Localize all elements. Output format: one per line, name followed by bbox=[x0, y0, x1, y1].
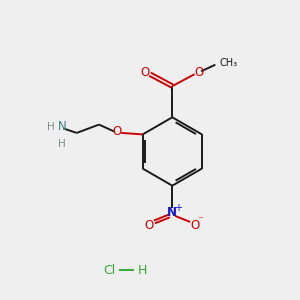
Text: Cl: Cl bbox=[104, 264, 116, 277]
Text: CH₃: CH₃ bbox=[219, 58, 237, 68]
Text: H: H bbox=[47, 122, 54, 132]
Text: O: O bbox=[112, 125, 122, 138]
Text: H: H bbox=[138, 264, 147, 277]
Text: H: H bbox=[58, 140, 66, 149]
Text: O: O bbox=[195, 66, 204, 79]
Text: N: N bbox=[167, 206, 177, 219]
Text: O: O bbox=[190, 219, 199, 232]
Text: ⁻: ⁻ bbox=[197, 215, 203, 225]
Text: O: O bbox=[145, 219, 154, 232]
Text: +: + bbox=[174, 203, 182, 213]
Text: N: N bbox=[58, 121, 66, 134]
Text: O: O bbox=[140, 66, 149, 79]
